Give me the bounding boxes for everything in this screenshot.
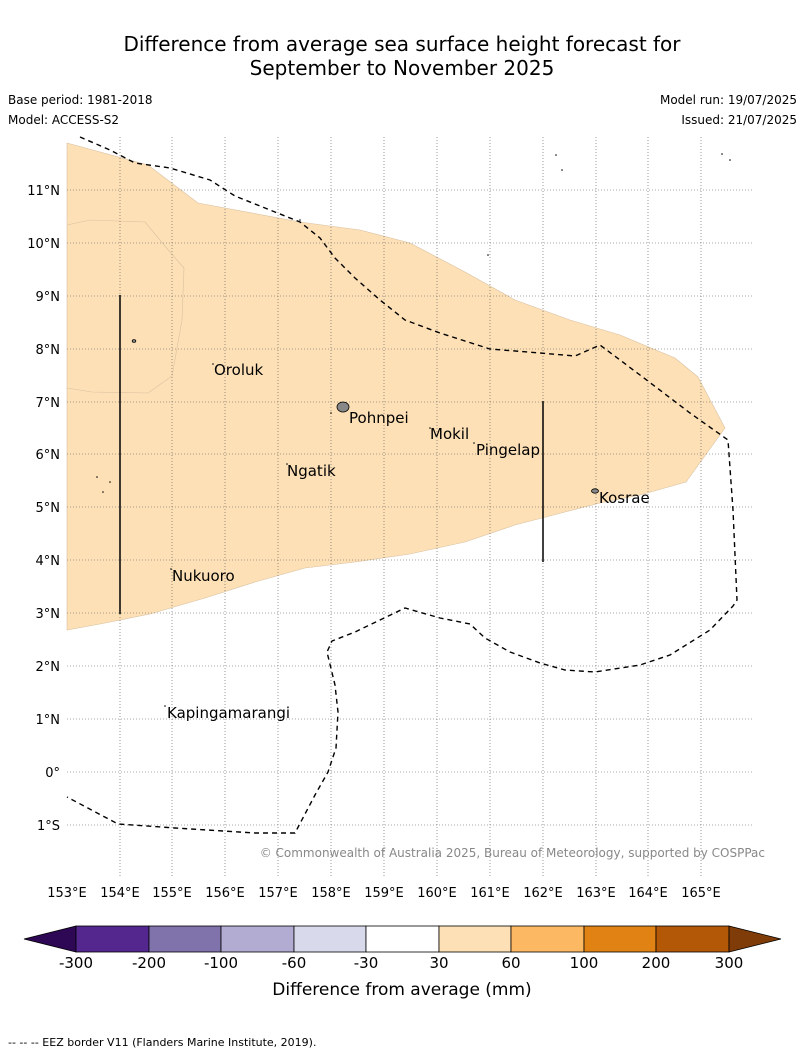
colorbar-tick: -300 bbox=[59, 954, 93, 972]
colorbar-swatch bbox=[220, 925, 295, 953]
place-ngatik: Ngatik bbox=[287, 462, 336, 480]
lat-label: 5°N bbox=[36, 501, 61, 516]
lat-label: 1°N bbox=[36, 713, 61, 728]
colorbar-swatch bbox=[365, 925, 440, 953]
lon-label: 161°E bbox=[470, 886, 510, 901]
colorbar-tick: -200 bbox=[132, 954, 166, 972]
colorbar-swatch bbox=[75, 925, 150, 953]
place-mokil: Mokil bbox=[430, 425, 469, 443]
colorbar-swatch bbox=[148, 925, 222, 953]
place-nukuoro: Nukuoro bbox=[172, 567, 235, 585]
lat-label: 2°N bbox=[36, 660, 61, 675]
base-period: Base period: 1981-2018 bbox=[8, 93, 153, 107]
colorbar-high-extension bbox=[728, 925, 782, 953]
colorbar-tick: 60 bbox=[501, 954, 520, 972]
islands bbox=[131, 339, 599, 494]
place-kosrae: Kosrae bbox=[599, 489, 650, 507]
lon-label: 163°E bbox=[576, 886, 616, 901]
lat-label: 0° bbox=[45, 766, 60, 781]
colorbar-swatch bbox=[510, 925, 585, 953]
title-line-2: September to November 2025 bbox=[249, 56, 555, 80]
colorbar-low-extension bbox=[23, 925, 77, 953]
colorbar-tick: -100 bbox=[204, 954, 238, 972]
lon-label: 153°E bbox=[47, 886, 87, 901]
lon-label: 159°E bbox=[364, 886, 404, 901]
lon-label: 165°E bbox=[681, 886, 721, 901]
map-title: Difference from average sea surface heig… bbox=[0, 32, 804, 80]
anomaly-region bbox=[66, 142, 726, 631]
lon-label: 162°E bbox=[523, 886, 563, 901]
colorbar-swatch bbox=[438, 925, 512, 953]
lat-label: 4°N bbox=[36, 554, 61, 569]
colorbar-tick: 300 bbox=[715, 954, 744, 972]
lon-label: 157°E bbox=[258, 886, 298, 901]
lon-label: 160°E bbox=[417, 886, 457, 901]
place-oroluk: Oroluk bbox=[214, 361, 263, 379]
colorbar-tick: -60 bbox=[282, 954, 307, 972]
lat-label: 9°N bbox=[36, 290, 61, 305]
small-island bbox=[131, 339, 137, 343]
pohnpei-island bbox=[336, 401, 350, 413]
colorbar-tick: -30 bbox=[354, 954, 379, 972]
lon-label: 164°E bbox=[628, 886, 668, 901]
lat-label: 1°S bbox=[37, 819, 60, 834]
colorbar-swatch bbox=[293, 925, 367, 953]
lat-label: 7°N bbox=[36, 396, 61, 411]
model-run: Model run: 19/07/2025 bbox=[659, 93, 797, 107]
lat-label: 8°N bbox=[36, 343, 61, 358]
atoll-dots bbox=[96, 153, 731, 707]
title-line-1: Difference from average sea surface heig… bbox=[123, 32, 681, 56]
place-pohnpei: Pohnpei bbox=[349, 409, 409, 427]
lon-label: 155°E bbox=[152, 886, 192, 901]
colorbar-swatch bbox=[655, 925, 730, 953]
lon-label: 158°E bbox=[311, 886, 351, 901]
copyright-note: © Commonwealth of Australia 2025, Bureau… bbox=[260, 846, 765, 860]
lon-label: 154°E bbox=[100, 886, 140, 901]
lat-label: 3°N bbox=[36, 607, 61, 622]
colorbar-tick: 200 bbox=[642, 954, 671, 972]
colorbar-label: Difference from average (mm) bbox=[272, 980, 531, 1000]
colorbar-swatch bbox=[583, 925, 657, 953]
model-name: Model: ACCESS-S2 bbox=[8, 113, 120, 127]
eez-border bbox=[66, 136, 738, 834]
lat-label: 11°N bbox=[27, 184, 60, 199]
kosrae-island bbox=[591, 488, 599, 494]
place-kapingamarangi: Kapingamarangi bbox=[167, 704, 290, 722]
colorbar-tick: 100 bbox=[570, 954, 599, 972]
colorbar bbox=[23, 925, 782, 953]
eez-footnote: -- -- -- EEZ border V11 (Flanders Marine… bbox=[8, 1036, 317, 1049]
graticule bbox=[67, 137, 753, 878]
place-pingelap: Pingelap bbox=[476, 441, 540, 459]
lon-label: 156°E bbox=[205, 886, 245, 901]
colorbar-tick: 30 bbox=[429, 954, 448, 972]
lat-label: 10°N bbox=[27, 237, 60, 252]
lat-label: 6°N bbox=[36, 448, 61, 463]
issued-date: Issued: 21/07/2025 bbox=[681, 113, 797, 127]
